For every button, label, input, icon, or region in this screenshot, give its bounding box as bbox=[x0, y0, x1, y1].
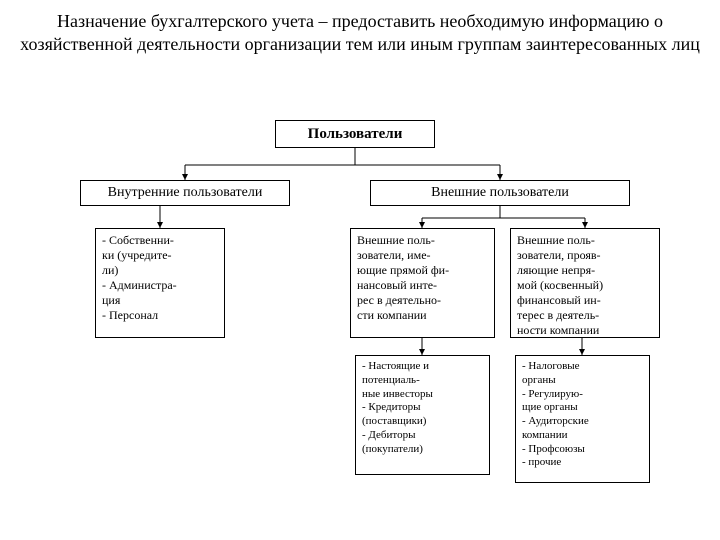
node-external-indirect-text: Внешние поль- зователи, прояв- ляющие не… bbox=[517, 233, 603, 338]
node-internal: Внутренние пользователи bbox=[80, 180, 290, 206]
page-title: Назначение бухгалтерского учета – предос… bbox=[20, 10, 700, 57]
node-indirect-list: - Налоговые органы - Регулирую- щие орга… bbox=[515, 355, 650, 483]
node-indirect-list-text: - Налоговые органы - Регулирую- щие орга… bbox=[522, 360, 589, 470]
node-root-label: Пользователи bbox=[308, 126, 403, 143]
node-external-label: Внешние пользователи bbox=[431, 185, 569, 201]
node-external-indirect: Внешние поль- зователи, прояв- ляющие не… bbox=[510, 228, 660, 338]
node-root: Пользователи bbox=[275, 120, 435, 148]
node-direct-list: - Настоящие и потенциаль- ные инвесторы … bbox=[355, 355, 490, 475]
node-external-direct: Внешние поль- зователи, име- ющие прямой… bbox=[350, 228, 495, 338]
node-direct-list-text: - Настоящие и потенциаль- ные инвесторы … bbox=[362, 360, 433, 456]
node-internal-list: - Собственни- ки (учредите- ли) - Админи… bbox=[95, 228, 225, 338]
node-internal-label: Внутренние пользователи bbox=[108, 185, 263, 201]
node-external-direct-text: Внешние поль- зователи, име- ющие прямой… bbox=[357, 233, 449, 323]
node-external: Внешние пользователи bbox=[370, 180, 630, 206]
node-internal-list-text: - Собственни- ки (учредите- ли) - Админи… bbox=[102, 233, 177, 323]
